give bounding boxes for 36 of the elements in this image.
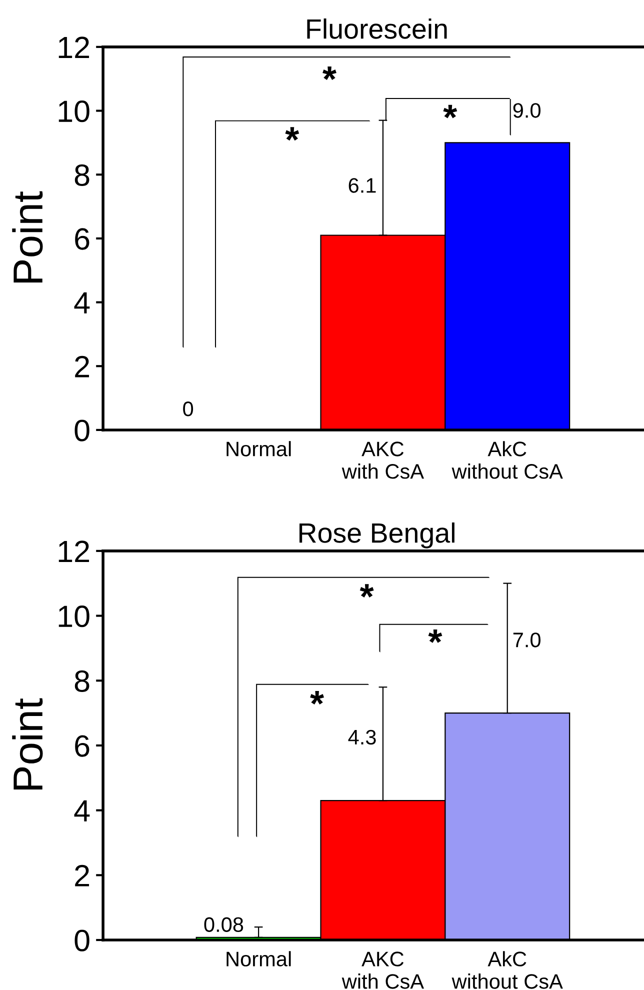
y-axis-title: Point <box>12 698 43 790</box>
y-axis-title: Point <box>12 191 43 283</box>
y-tick-label: 6 <box>75 228 90 250</box>
annotation: * <box>310 691 324 704</box>
y-tick-label: 10 <box>58 606 90 628</box>
y-tick-label: 2 <box>75 864 90 886</box>
data-label: 0 <box>183 402 194 416</box>
y-tick-label: 10 <box>58 100 90 122</box>
chart-title: Fluorescein <box>307 18 447 39</box>
x-tick-label: AKC with CsA <box>342 442 424 479</box>
annotation: * <box>285 127 300 141</box>
y-tick-label: 0 <box>74 930 90 952</box>
x-tick-label: Normal <box>226 441 291 456</box>
annotation: * <box>443 104 458 118</box>
data-label: 7.0 <box>513 632 540 648</box>
annotation: * <box>322 66 336 80</box>
y-tick-label: 12 <box>58 540 90 562</box>
y-tick-label: 4 <box>74 292 90 314</box>
data-label: 0.08 <box>204 917 244 932</box>
data-label: 6.1 <box>348 178 376 193</box>
annotation: * <box>428 629 442 643</box>
y-tick-label: 8 <box>74 164 90 186</box>
annotation: * <box>360 584 374 598</box>
y-tick-label: 4 <box>74 800 90 822</box>
y-tick-label: 8 <box>74 670 90 692</box>
y-tick-label: 6 <box>75 735 90 757</box>
x-tick-label: AkC without CsA <box>452 441 563 479</box>
y-tick-label: 12 <box>58 36 90 58</box>
data-label: 4.3 <box>348 730 376 745</box>
y-tick-label: 2 <box>75 356 90 378</box>
data-label: 9.0 <box>513 103 540 118</box>
x-tick-label: AkC without CsA <box>452 951 563 989</box>
x-tick-label: AKC with CsA <box>342 952 424 989</box>
y-tick-label: 0 <box>74 420 90 442</box>
chart-title: Rose Bengal <box>299 522 454 548</box>
x-tick-label: Normal <box>226 951 291 966</box>
